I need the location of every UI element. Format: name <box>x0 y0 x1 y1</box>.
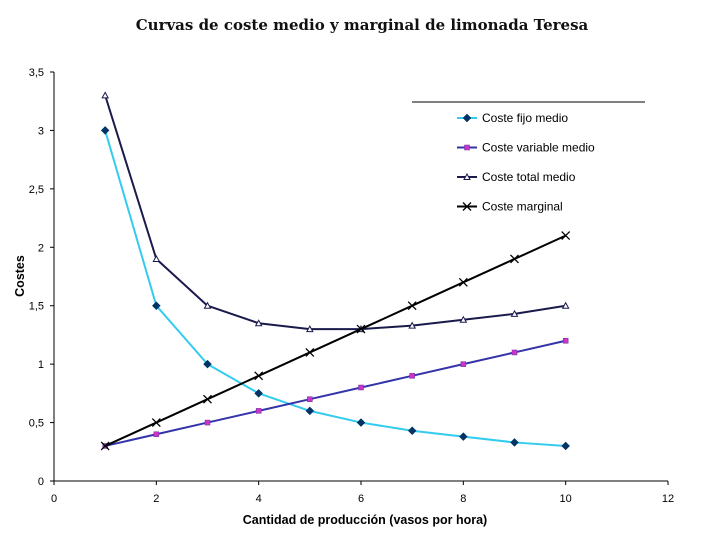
y-tick-label: 2 <box>38 242 44 254</box>
series-line <box>104 130 566 447</box>
data-point <box>358 384 364 391</box>
data-point <box>561 231 571 241</box>
data-point <box>409 373 415 379</box>
y-axis-label: Costes <box>13 255 27 297</box>
data-point <box>561 301 570 309</box>
data-point <box>204 419 211 426</box>
series-line <box>104 95 566 331</box>
legend-label: Coste marginal <box>482 200 563 214</box>
x-tick-label: 4 <box>256 493 262 505</box>
data-point <box>510 309 519 317</box>
x-tick-label: 12 <box>662 493 674 505</box>
series-0 <box>100 126 571 451</box>
y-tick-label: 1 <box>38 359 44 371</box>
chart-title: Curvas de coste medio y marginal de limo… <box>136 16 589 34</box>
data-point <box>255 408 262 414</box>
legend-label: Coste total medio <box>482 170 576 184</box>
legend-label: Coste fijo medio <box>482 111 568 125</box>
data-point <box>100 441 110 451</box>
data-point <box>203 301 212 309</box>
x-tick-label: 2 <box>153 493 159 505</box>
x-tick-label: 10 <box>560 493 572 505</box>
series-line <box>104 339 566 447</box>
legend-item: Coste total medio <box>457 170 576 184</box>
data-point <box>101 91 110 99</box>
data-point <box>254 371 264 381</box>
data-point <box>510 254 519 264</box>
data-point <box>151 418 161 428</box>
data-point <box>100 126 110 135</box>
legend: Coste fijo medio Coste variable medio Cost… <box>457 111 595 214</box>
legend-marker <box>464 144 470 151</box>
data-point <box>307 396 313 402</box>
series-1 <box>102 338 569 449</box>
data-point <box>356 324 366 334</box>
data-point <box>153 431 160 438</box>
data-point <box>562 338 569 344</box>
legend-marker <box>463 172 471 180</box>
data-point <box>305 347 315 357</box>
data-point <box>254 389 264 398</box>
legend-label: Coste variable medio <box>482 141 595 155</box>
data-point <box>305 406 315 416</box>
x-tick-label: 8 <box>460 493 466 505</box>
x-axis-label: Cantidad de producción (vasos por hora) <box>243 513 487 527</box>
legend-marker <box>462 202 472 211</box>
data-point <box>459 315 468 323</box>
data-point <box>408 321 417 329</box>
data-point <box>356 418 366 427</box>
data-point <box>561 441 571 451</box>
y-tick-label: 0,5 <box>29 418 44 430</box>
data-point <box>305 325 314 333</box>
data-point <box>511 349 518 356</box>
data-point <box>203 359 212 369</box>
y-tick-label: 1,5 <box>29 301 44 313</box>
legend-marker <box>462 113 472 123</box>
data-point <box>254 319 263 327</box>
series-3 <box>100 231 571 451</box>
data-point <box>407 426 417 436</box>
y-tick-label: 3,5 <box>29 67 44 79</box>
data-point <box>151 301 161 311</box>
legend-item: Coste fijo medio <box>457 111 568 125</box>
data-point <box>407 301 417 311</box>
x-tick-label: 0 <box>51 493 57 505</box>
series-line <box>104 234 567 447</box>
y-tick-label: 2,5 <box>29 184 44 196</box>
data-point <box>203 394 212 404</box>
y-tick-label: 3 <box>38 125 44 137</box>
data-point <box>510 438 519 447</box>
axis-ticks: 0 2 4 6 8 10 12 0 0,5 1 1,5 2 2,5 3 3,5 <box>29 67 674 505</box>
plot-area <box>100 91 571 451</box>
data-point <box>458 432 468 441</box>
data-point <box>460 361 467 367</box>
series-2 <box>101 91 570 333</box>
y-tick-label: 0 <box>38 476 44 488</box>
legend-item: Coste marginal <box>457 200 563 214</box>
legend-item: Coste variable medio <box>457 141 595 155</box>
x-tick-label: 6 <box>358 493 364 505</box>
data-point <box>152 254 161 262</box>
data-point <box>458 277 468 287</box>
